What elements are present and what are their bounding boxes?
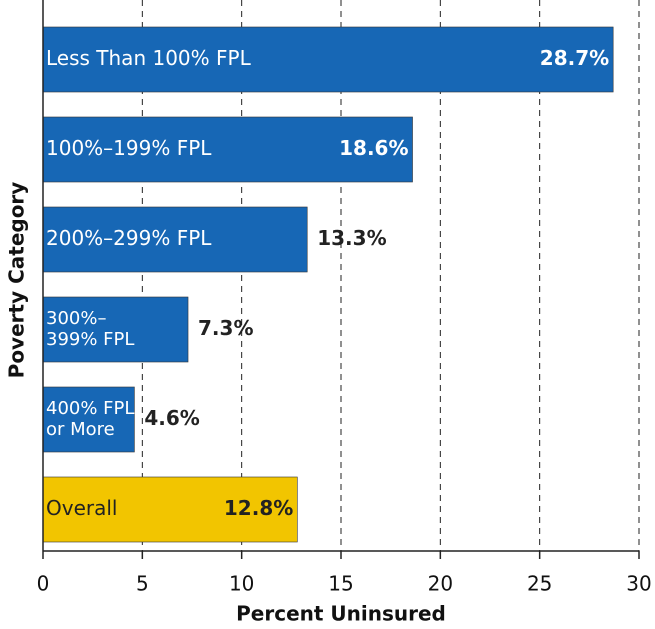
bar bbox=[42, 116, 413, 183]
bar bbox=[42, 476, 298, 543]
bar bbox=[42, 386, 135, 453]
value-label: 7.3% bbox=[198, 316, 253, 340]
x-tick-label: 5 bbox=[136, 572, 149, 596]
x-tick-label: 0 bbox=[37, 572, 50, 596]
bar bbox=[42, 26, 614, 93]
y-axis-title: Poverty Category bbox=[5, 182, 29, 379]
x-tick-label: 25 bbox=[527, 572, 552, 596]
value-label: 18.6% bbox=[339, 136, 408, 160]
value-label: 4.6% bbox=[144, 406, 199, 430]
value-label: 12.8% bbox=[224, 496, 293, 520]
bar-category-label: 300%– 399% FPL bbox=[46, 308, 134, 350]
bar-category-label: 100%–199% FPL bbox=[46, 136, 212, 160]
bar-category-label: Overall bbox=[46, 496, 117, 520]
bar-category-label: Less Than 100% FPL bbox=[46, 46, 252, 70]
bar-category-label: 400% FPL or More bbox=[46, 398, 134, 440]
bar bbox=[42, 296, 189, 363]
x-tick-label: 10 bbox=[229, 572, 254, 596]
bar-category-label: 200%–299% FPL bbox=[46, 226, 212, 250]
value-label: 13.3% bbox=[317, 226, 386, 250]
x-tick-label: 15 bbox=[328, 572, 353, 596]
x-tick-label: 30 bbox=[626, 572, 651, 596]
x-tick-label: 20 bbox=[428, 572, 453, 596]
value-label: 28.7% bbox=[540, 46, 609, 70]
x-axis-title: Percent Uninsured bbox=[236, 602, 446, 626]
